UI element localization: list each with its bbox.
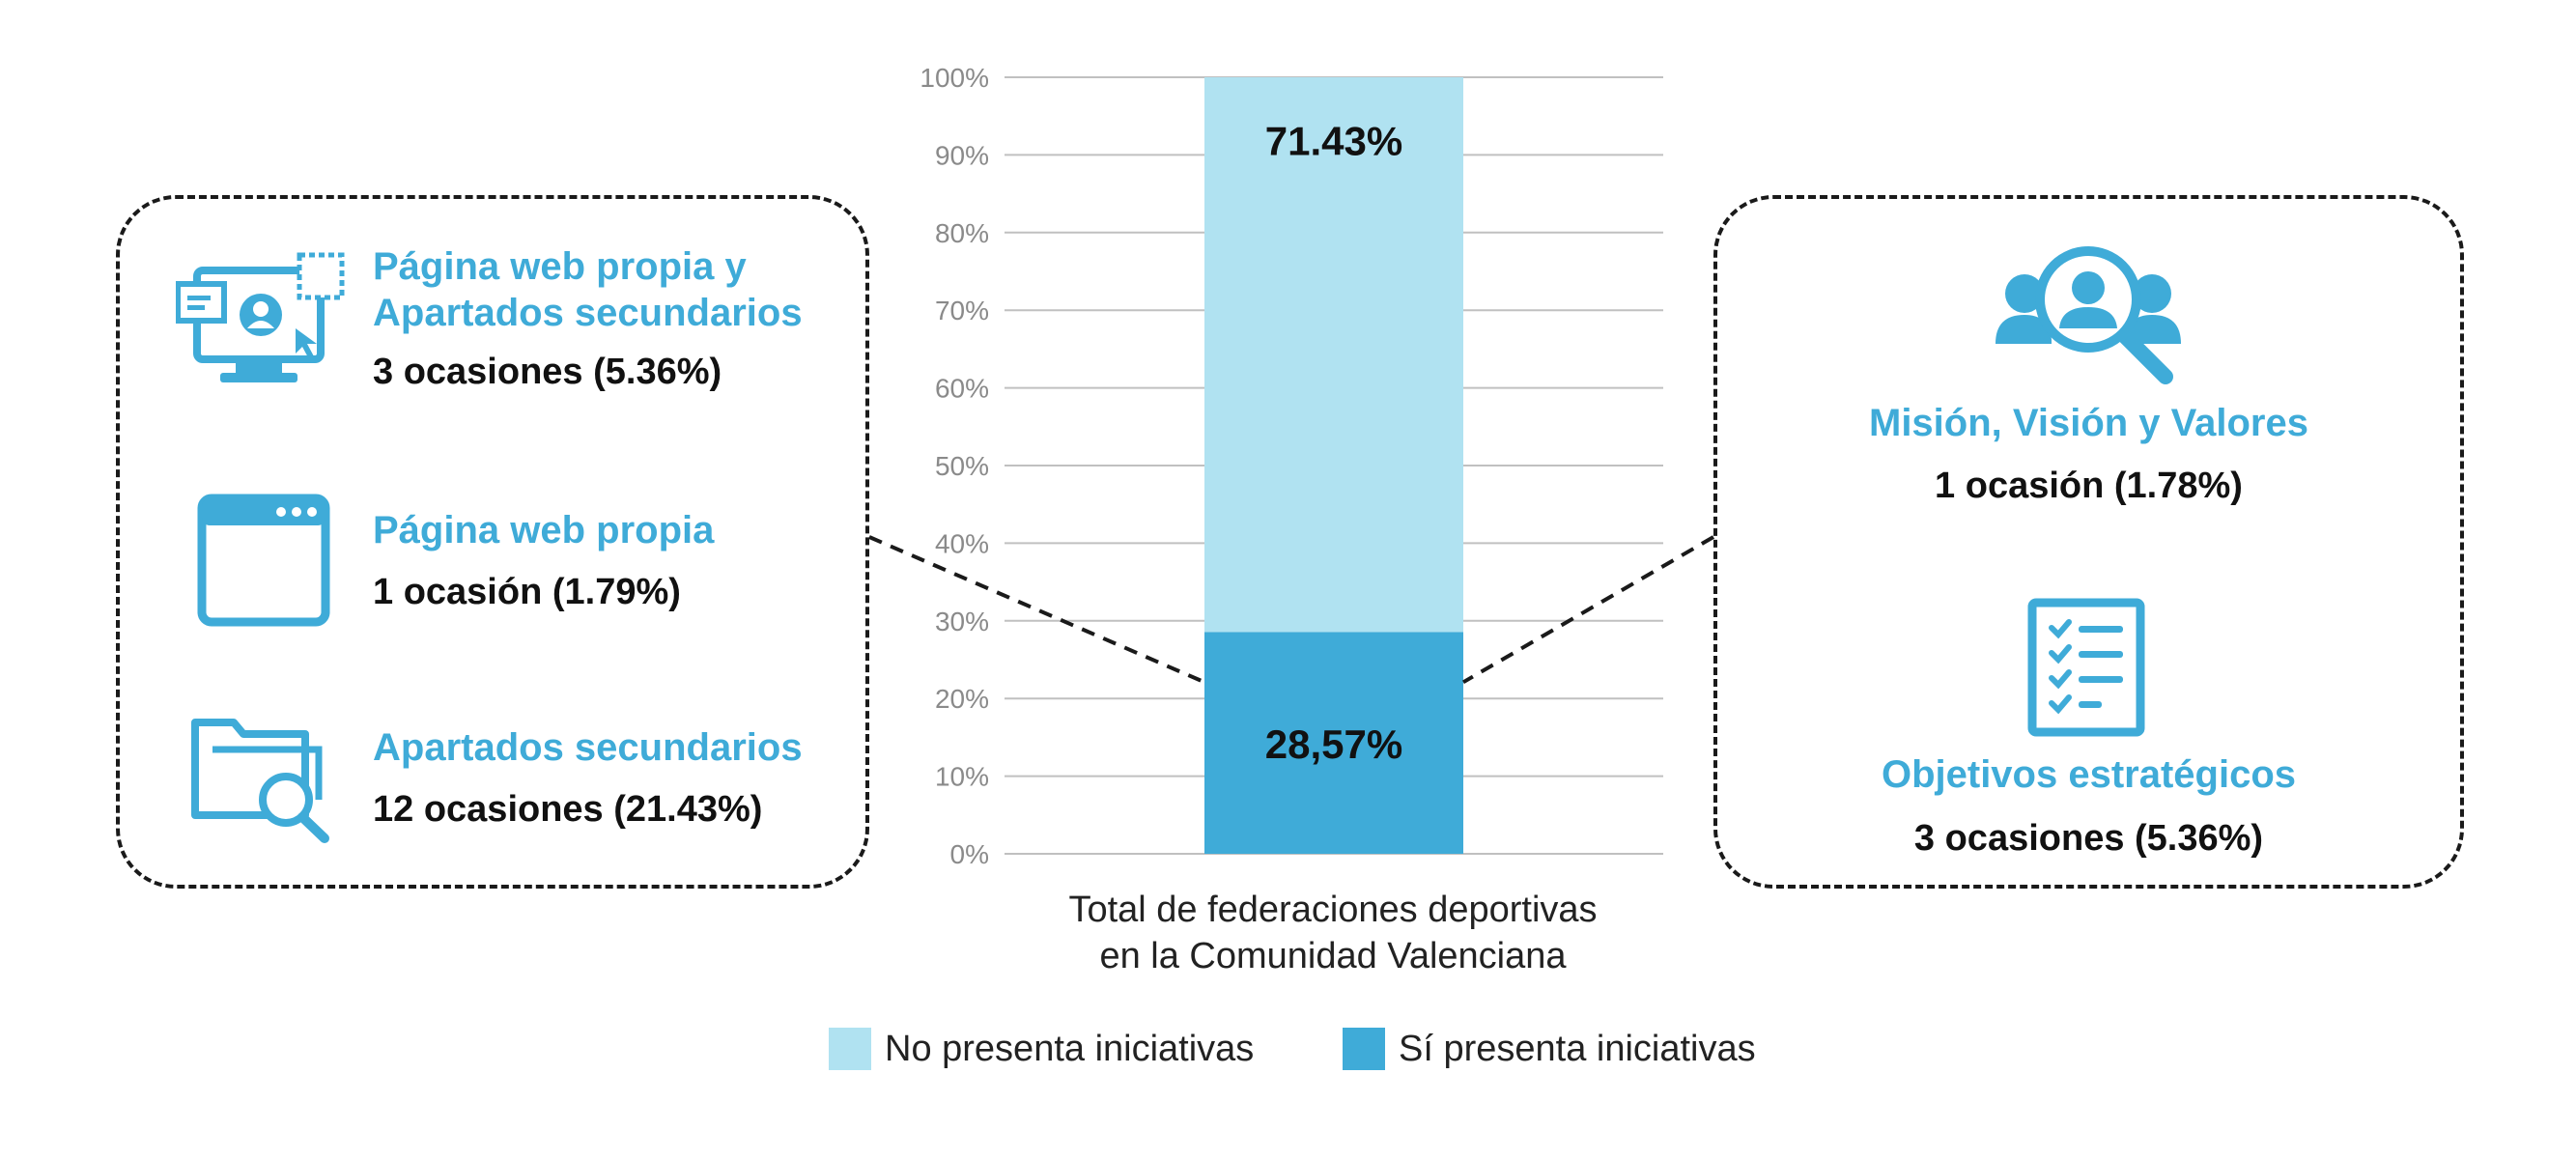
item-title: Página web propia y Apartados secundarios — [373, 245, 803, 334]
y-tick-label: 30% — [935, 607, 989, 636]
item-occurrences: 1 ocasión (1.78%) — [1935, 466, 2243, 506]
people-search-icon — [1996, 246, 2181, 384]
item-title: Apartados secundarios — [373, 726, 803, 769]
y-tick-label: 40% — [935, 528, 989, 558]
legend-swatch-si — [1343, 1028, 1385, 1070]
web-page-profile-icon — [176, 252, 345, 382]
connector-right — [1461, 535, 1715, 685]
legend-item-no: No presenta iniciativas — [829, 1028, 1254, 1070]
item-occurrences: 3 ocasiones (5.36%) — [1913, 818, 2264, 859]
stacked-bar: 28,57% 71.43% — [1204, 77, 1463, 854]
y-tick-label: 20% — [935, 684, 989, 714]
connector-left — [868, 535, 1205, 685]
item-occurrences: 12 ocasiones (21.43%) — [373, 789, 763, 830]
y-tick-label: 70% — [935, 296, 989, 325]
data-label-no: 71.43% — [1265, 118, 1402, 163]
item-occurrences: 1 ocasión (1.79%) — [373, 572, 681, 612]
y-tick-label: 60% — [935, 374, 989, 404]
y-tick-label: 50% — [935, 451, 989, 481]
item-occurrences: 3 ocasiones (5.36%) — [373, 352, 722, 392]
legend-item-si: Sí presenta iniciativas — [1343, 1028, 1756, 1070]
item-title: Página web propia — [373, 509, 715, 551]
bar-segment-no — [1204, 77, 1463, 633]
legend-label-si: Sí presenta iniciativas — [1399, 1028, 1756, 1069]
y-tick-label: 80% — [935, 218, 989, 248]
legend-label-no: No presenta iniciativas — [885, 1028, 1255, 1069]
item-title: Misión, Visión y Valores — [1869, 402, 2308, 444]
y-tick-label: 90% — [935, 140, 989, 170]
x-axis-category-label: Total de federaciones deportivas en la Co… — [1068, 890, 1598, 976]
legend-swatch-no — [829, 1028, 871, 1070]
item-title: Objetivos estratégicos — [1881, 753, 2297, 796]
left-panel — [116, 195, 869, 889]
y-tick-label: 100% — [920, 63, 989, 93]
connector-lines — [868, 535, 1715, 685]
bar-segment-si — [1204, 632, 1463, 854]
checklist-icon — [2027, 598, 2145, 737]
right-panel — [1713, 195, 2464, 889]
browser-window-icon — [197, 494, 330, 627]
y-axis-ticks: 0% 10% 20% 30% 40% 50% 60% 70% 80% 90% 100% — [920, 63, 989, 869]
data-label-si: 28,57% — [1265, 721, 1402, 767]
y-tick-label: 10% — [935, 762, 989, 792]
y-tick-label: 0% — [950, 839, 989, 869]
folder-search-icon — [191, 719, 329, 843]
